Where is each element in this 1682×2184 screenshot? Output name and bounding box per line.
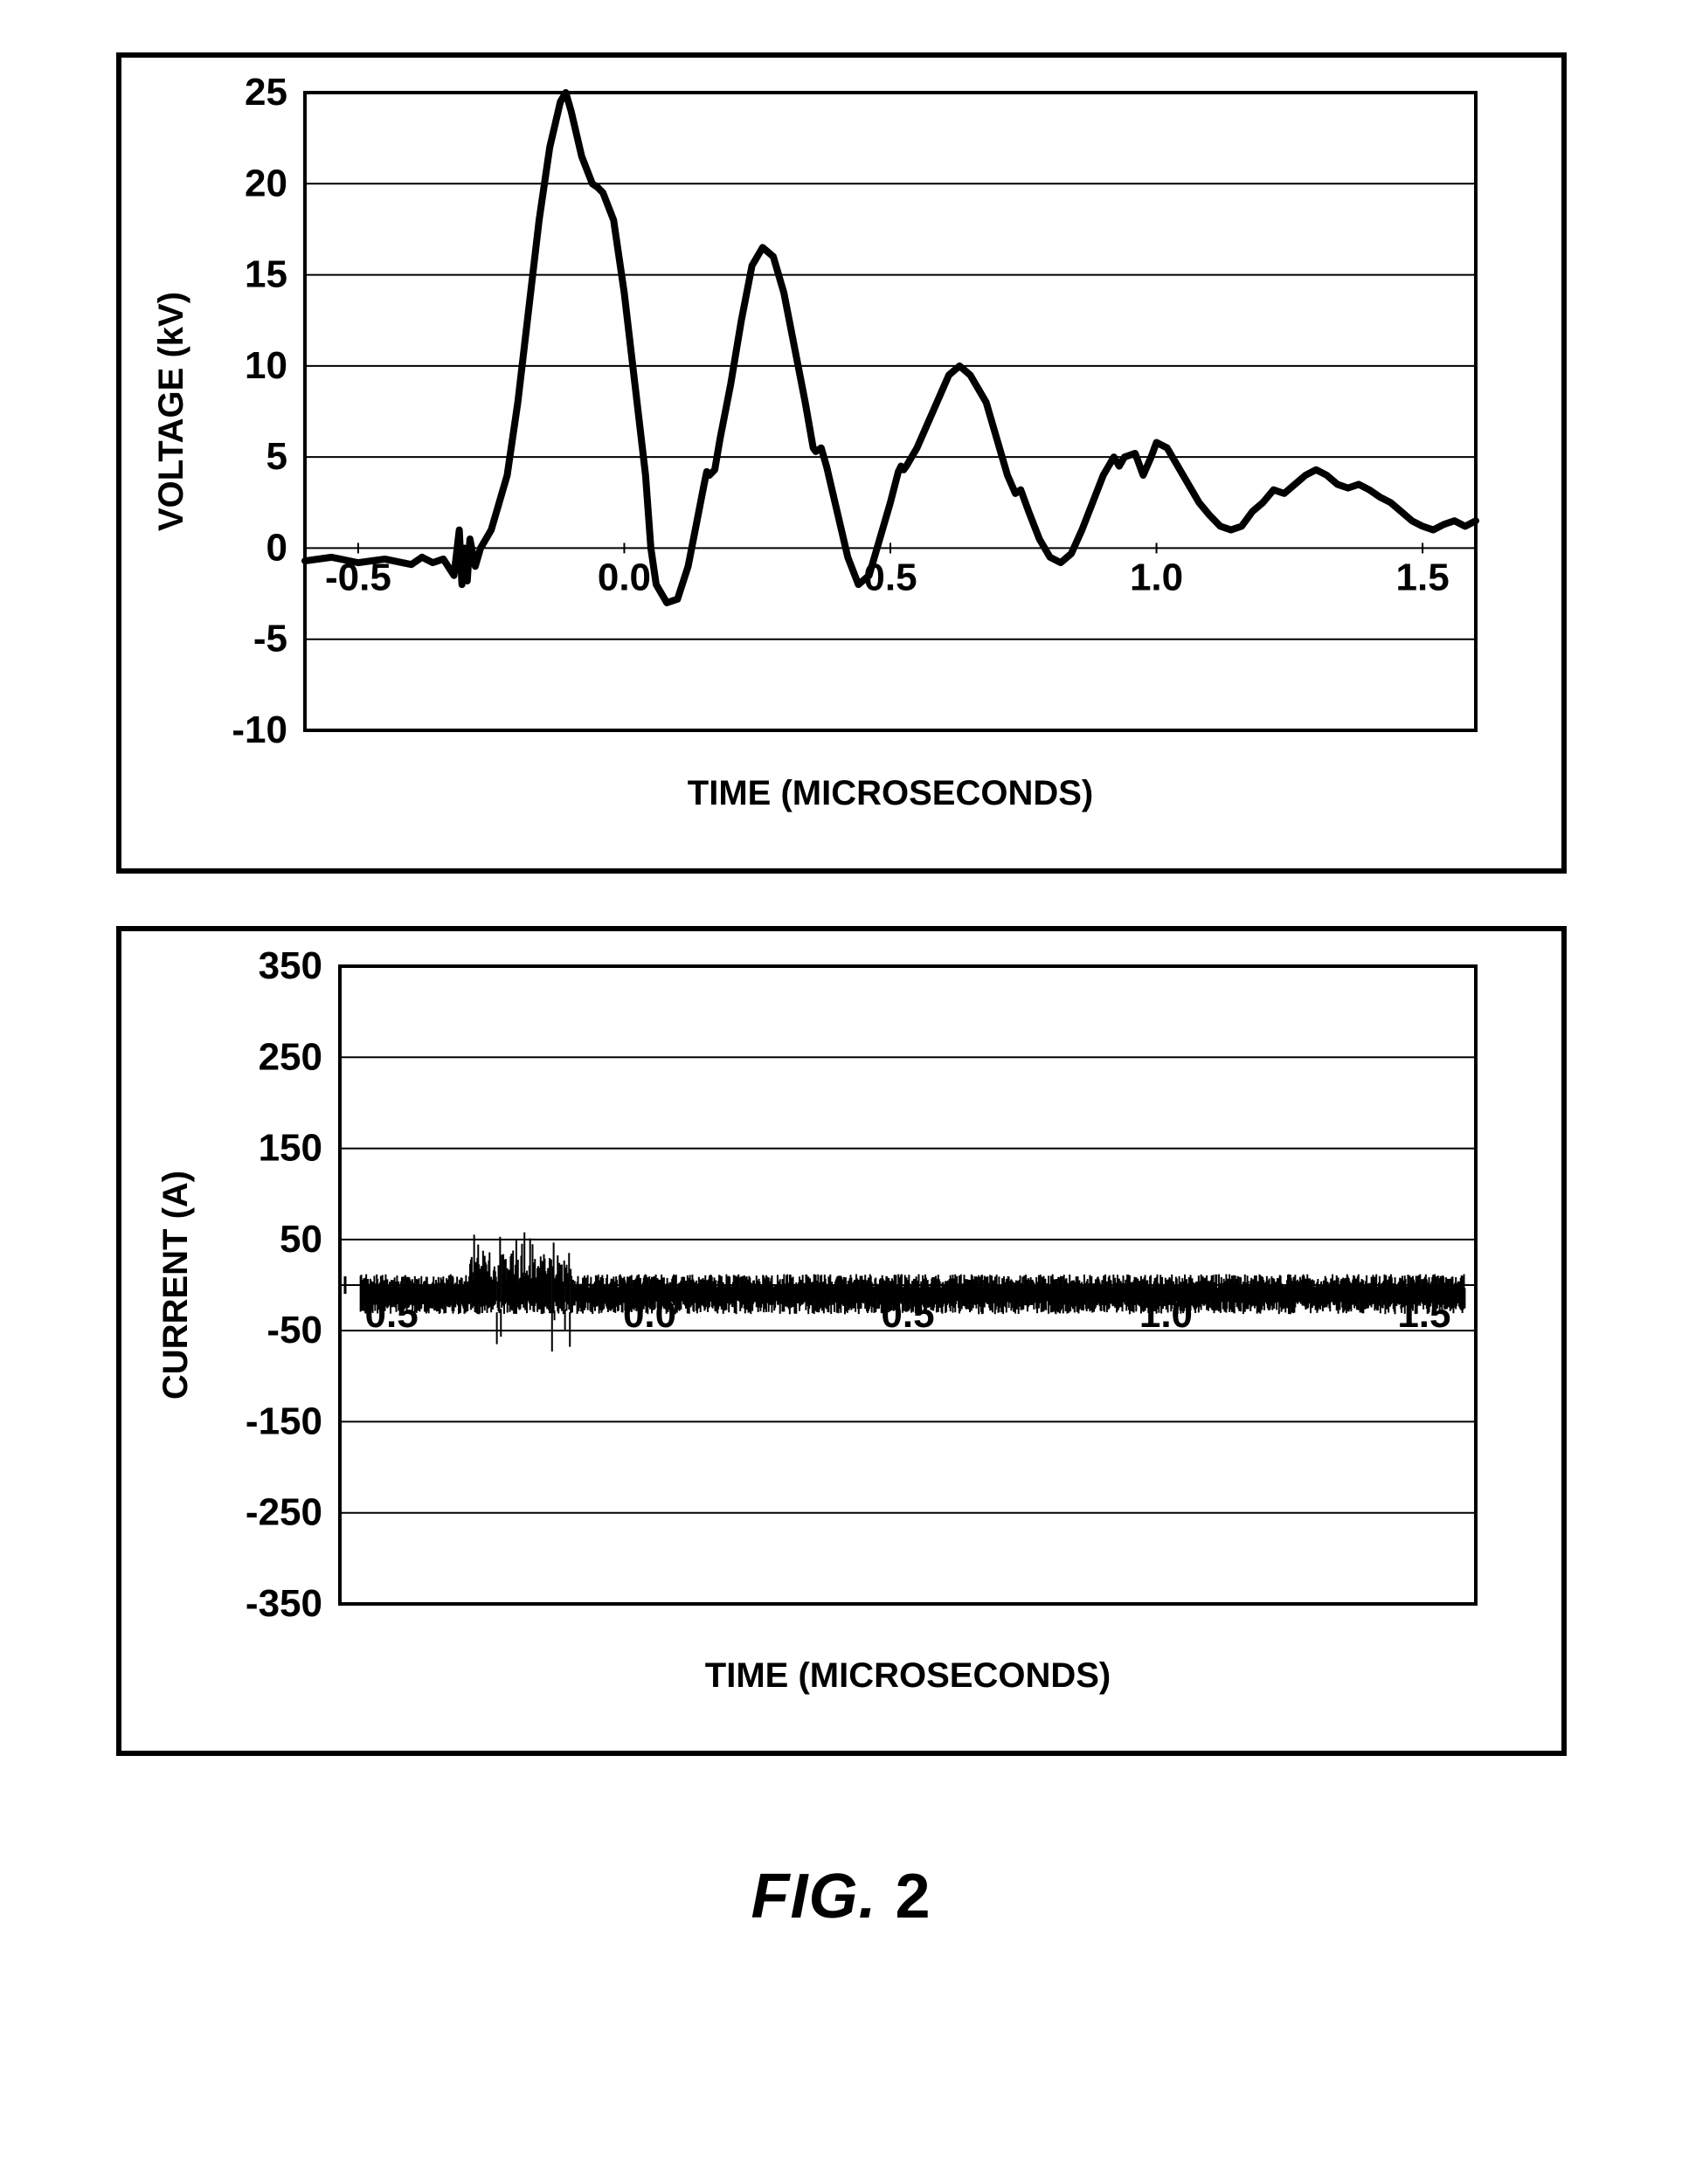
current-chart-svg: 0.50.00.51.01.5-350-250-150-505015025035… xyxy=(121,931,1554,1735)
svg-text:1.5: 1.5 xyxy=(1395,556,1449,598)
svg-text:350: 350 xyxy=(258,944,322,987)
svg-text:CURRENT (A): CURRENT (A) xyxy=(156,1171,195,1400)
figure-caption: FIG. 2 xyxy=(751,1861,931,1932)
svg-text:5: 5 xyxy=(266,435,287,478)
svg-text:-150: -150 xyxy=(245,1400,322,1442)
svg-text:TIME (MICROSECONDS): TIME (MICROSECONDS) xyxy=(687,774,1092,812)
svg-text:10: 10 xyxy=(245,344,287,387)
voltage-chart-svg: -0.50.00.51.01.5-10-50510152025TIME (MIC… xyxy=(121,58,1554,853)
svg-text:50: 50 xyxy=(280,1218,322,1261)
svg-text:250: 250 xyxy=(258,1035,322,1078)
svg-text:-10: -10 xyxy=(232,708,287,751)
svg-text:150: 150 xyxy=(258,1127,322,1170)
svg-text:0.0: 0.0 xyxy=(597,556,650,598)
svg-text:15: 15 xyxy=(245,253,287,296)
svg-text:-5: -5 xyxy=(253,618,287,660)
svg-text:1.0: 1.0 xyxy=(1129,556,1182,598)
svg-text:-250: -250 xyxy=(245,1491,322,1534)
voltage-chart-panel: -0.50.00.51.01.5-10-50510152025TIME (MIC… xyxy=(116,52,1567,874)
svg-text:20: 20 xyxy=(245,162,287,204)
svg-text:0: 0 xyxy=(266,526,287,569)
figure-caption-text: FIG. 2 xyxy=(751,1862,931,1932)
svg-text:25: 25 xyxy=(245,71,287,114)
svg-text:-350: -350 xyxy=(245,1582,322,1625)
svg-text:-50: -50 xyxy=(266,1309,322,1351)
figure-page: -0.50.00.51.01.5-10-50510152025TIME (MIC… xyxy=(0,0,1682,2184)
current-chart-panel: 0.50.00.51.01.5-350-250-150-505015025035… xyxy=(116,926,1567,1756)
svg-text:VOLTAGE (kV): VOLTAGE (kV) xyxy=(152,292,190,531)
svg-text:TIME (MICROSECONDS): TIME (MICROSECONDS) xyxy=(704,1656,1110,1695)
